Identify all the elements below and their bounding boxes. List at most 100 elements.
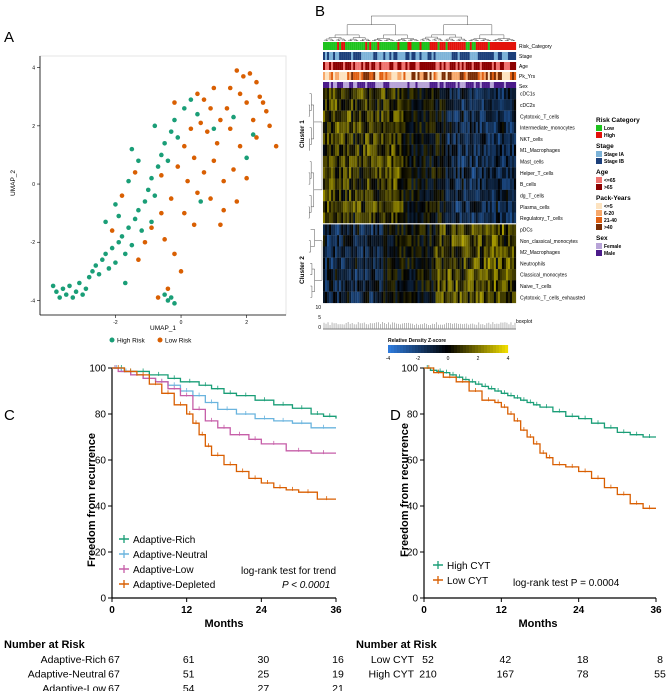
annotation-cell xyxy=(431,62,434,70)
heatmap-cell xyxy=(341,212,344,224)
heatmap-cell xyxy=(463,99,466,111)
heatmap-cell xyxy=(437,201,440,213)
umap-point-low-risk xyxy=(273,143,279,149)
heatmap-cell xyxy=(457,110,460,123)
heatmap-cell xyxy=(465,212,468,224)
heatmap-cell xyxy=(325,88,328,100)
heatmap-cell xyxy=(469,280,472,292)
heatmap-cell xyxy=(459,121,462,134)
track-label-age: Age xyxy=(519,64,528,70)
heatmap-cell xyxy=(383,257,386,270)
heatmap-cell xyxy=(477,201,480,213)
heatmap-cell xyxy=(469,189,472,202)
heatmap-cell xyxy=(329,88,332,100)
heatmap-cell xyxy=(437,223,440,236)
row-dendrogram-branch xyxy=(309,138,310,151)
annotation-cell xyxy=(387,82,390,90)
heatmap-cell xyxy=(453,178,456,190)
annotation-cell xyxy=(499,62,503,70)
heatmap-cell xyxy=(487,235,490,247)
heatmap-cell xyxy=(331,189,334,202)
heatmap-cell xyxy=(353,88,356,100)
heatmap-cell xyxy=(459,99,462,111)
heatmap-cell xyxy=(497,201,501,213)
annotation-cell xyxy=(459,42,462,50)
annotation-cell xyxy=(413,82,416,90)
annotation-cell xyxy=(401,42,404,50)
heatmap-cell xyxy=(375,291,378,304)
umap-point-high-risk xyxy=(83,286,89,292)
annotation-cell xyxy=(437,62,440,70)
heatmap-cell xyxy=(429,155,432,168)
heatmap-cell xyxy=(357,235,360,247)
heatmap-cell xyxy=(485,121,488,134)
heatmap-cell xyxy=(493,144,496,156)
heatmap-cell xyxy=(419,212,422,224)
heatmap-cell xyxy=(361,246,364,258)
row-dendrogram-branch xyxy=(308,104,310,117)
heatmap-cell xyxy=(403,291,406,304)
heatmap-cell xyxy=(375,201,378,213)
annotation-cell xyxy=(363,62,366,70)
heatmap-cell xyxy=(455,246,458,258)
heatmap-cell xyxy=(435,133,438,145)
heatmap-cell xyxy=(431,201,434,213)
annotation-cell xyxy=(389,42,392,50)
annotation-cell xyxy=(369,42,372,50)
heatmap-cell xyxy=(351,212,354,224)
heatmap-cell xyxy=(429,269,432,281)
annotation-cell xyxy=(361,52,364,60)
annotation-cell xyxy=(473,82,476,90)
heatmap-cell xyxy=(489,280,492,292)
heatmap-cell xyxy=(437,212,440,224)
heatmap-cell xyxy=(365,269,368,281)
heatmap-cell xyxy=(405,99,408,111)
heatmap-cell xyxy=(397,121,400,134)
umap-point-high-risk xyxy=(159,152,164,158)
heatmap-cell xyxy=(475,121,478,134)
heatmap-cell xyxy=(373,257,376,270)
annotation-cell xyxy=(499,82,503,90)
heatmap-cell xyxy=(331,99,334,111)
heatmap-cell xyxy=(421,280,424,292)
heatmap-cell xyxy=(329,178,332,190)
heatmap-cell xyxy=(481,246,484,258)
heatmap-cell xyxy=(331,235,334,247)
heatmap-cell xyxy=(351,88,354,100)
annotation-cell xyxy=(477,52,480,60)
heatmap-cell xyxy=(407,178,410,190)
risk-row-label-adaptive-rich: Adaptive-Rich xyxy=(41,654,107,666)
heatmap-cell xyxy=(411,280,414,292)
risk-count: 21 xyxy=(332,683,344,691)
heatmap-cell xyxy=(513,178,517,190)
annotation-cell xyxy=(403,42,406,50)
heatmap-cell xyxy=(487,269,490,281)
heatmap-cell xyxy=(379,167,382,179)
umap-point-low-risk xyxy=(211,158,217,164)
legend-swatch-40 xyxy=(596,224,602,230)
heatmap-cell xyxy=(369,257,372,270)
heatmap-cell xyxy=(375,212,378,224)
heatmap-cell xyxy=(407,280,410,292)
heatmap-cell xyxy=(373,280,376,292)
annotation-cell xyxy=(477,42,480,50)
heatmap-cell xyxy=(347,223,350,236)
annotation-cell xyxy=(405,62,408,70)
legend-label-65: <=65 xyxy=(604,178,616,184)
dendrogram-branch xyxy=(479,34,505,39)
heatmap-cell xyxy=(467,155,470,168)
heatmap-cell xyxy=(493,257,496,270)
heatmap-cell xyxy=(425,178,428,190)
heatmap-cell xyxy=(497,189,501,202)
annotation-cell xyxy=(381,82,384,90)
annotation-cell xyxy=(429,52,432,60)
annotation-cell xyxy=(427,82,430,90)
heatmap-cell xyxy=(449,121,452,134)
heatmap-cell xyxy=(425,99,428,111)
heatmap-cell xyxy=(425,167,428,179)
heatmap-cell xyxy=(435,235,438,247)
km-x-tick-label: 24 xyxy=(256,605,268,616)
annotation-cell xyxy=(393,62,396,70)
heatmap-cell xyxy=(343,269,346,281)
annotation-cell xyxy=(415,42,418,50)
